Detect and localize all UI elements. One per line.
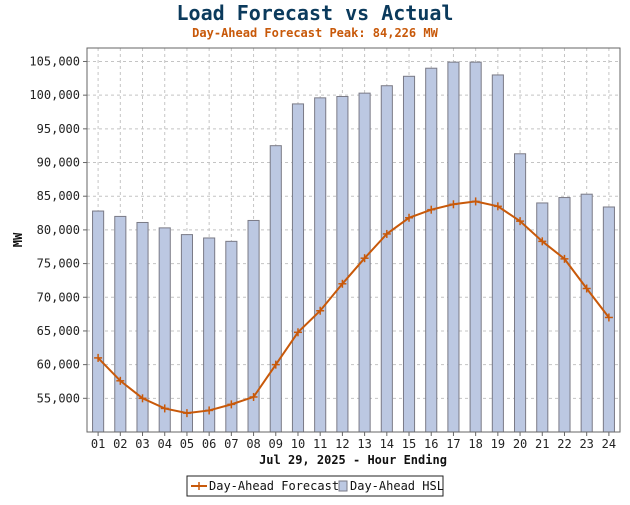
forecast-point bbox=[538, 237, 547, 246]
forecast-point bbox=[604, 313, 613, 322]
y-tick-label: 60,000 bbox=[37, 358, 80, 372]
x-tick-label: 17 bbox=[446, 437, 460, 451]
x-tick-label: 16 bbox=[424, 437, 438, 451]
x-tick-label: 14 bbox=[380, 437, 394, 451]
hsl-bar bbox=[269, 145, 282, 433]
forecast-point bbox=[516, 217, 525, 226]
y-tick-label: 70,000 bbox=[37, 290, 80, 304]
y-tick-label: 85,000 bbox=[37, 189, 80, 203]
hsl-bar bbox=[491, 74, 504, 433]
x-tick-label: 18 bbox=[468, 437, 482, 451]
y-tick-label: 55,000 bbox=[37, 391, 80, 405]
hsl-bar bbox=[380, 85, 393, 433]
x-tick-label: 10 bbox=[291, 437, 305, 451]
plot-area: 55,000 60,000 65,000 70,000 75,000 80,000 85,0… bbox=[29, 47, 621, 451]
hsl-bar bbox=[425, 67, 438, 433]
hsl-bar bbox=[514, 153, 527, 433]
forecast-point bbox=[293, 328, 302, 337]
legend-hsl-swatch bbox=[338, 480, 348, 492]
x-tick-label: 24 bbox=[602, 437, 616, 451]
hsl-bar bbox=[402, 75, 416, 433]
y-tick-label: 90,000 bbox=[37, 156, 80, 170]
hsl-bar bbox=[580, 193, 593, 433]
hsl-bar bbox=[558, 197, 571, 433]
y-tick-label: 75,000 bbox=[37, 257, 80, 271]
forecast-point bbox=[205, 406, 214, 415]
forecast-point bbox=[582, 284, 591, 293]
y-tick-label: 100,000 bbox=[29, 88, 80, 102]
x-tick-label: 12 bbox=[335, 437, 349, 451]
forecast-point bbox=[271, 360, 280, 369]
chart-subtitle: Day-Ahead Forecast Peak: 84,226 MW bbox=[192, 26, 438, 40]
forecast-point bbox=[160, 404, 169, 413]
x-tick-label: 04 bbox=[158, 437, 172, 451]
forecast-line bbox=[97, 200, 610, 415]
x-tick-label: 11 bbox=[313, 437, 327, 451]
forecast-point bbox=[560, 254, 569, 263]
forecast-point bbox=[249, 392, 258, 401]
plot-frame bbox=[86, 47, 621, 433]
forecast-point bbox=[427, 205, 436, 214]
hsl-bar bbox=[203, 237, 216, 433]
hsl-bar bbox=[158, 227, 171, 433]
y-tick-label: 105,000 bbox=[29, 54, 80, 68]
hsl-bar bbox=[92, 210, 105, 433]
forecast-point bbox=[360, 254, 369, 263]
forecast-point bbox=[493, 202, 502, 211]
hsl-bar bbox=[291, 103, 305, 433]
legend-hsl-label: Day-Ahead HSL bbox=[350, 479, 444, 493]
forecast-point bbox=[449, 200, 458, 209]
hsl-bar bbox=[447, 61, 460, 433]
chart-title: Load Forecast vs Actual bbox=[177, 1, 454, 25]
legend-forecast-label: Day-Ahead Forecast bbox=[209, 479, 339, 493]
x-tick-label: 02 bbox=[113, 437, 127, 451]
legend: Day-Ahead Forecast Day-Ahead HSL bbox=[186, 475, 444, 497]
forecast-point bbox=[471, 197, 480, 206]
legend-box bbox=[186, 475, 444, 497]
x-tick-label: 06 bbox=[202, 437, 216, 451]
x-tick-label: 21 bbox=[535, 437, 549, 451]
hsl-bar bbox=[469, 61, 482, 433]
hsl-bar bbox=[314, 97, 327, 433]
x-axis-label: Jul 29, 2025 - Hour Ending bbox=[259, 453, 447, 467]
x-tick-label: 03 bbox=[135, 437, 149, 451]
x-tick-label: 05 bbox=[180, 437, 194, 451]
hsl-bar bbox=[336, 96, 349, 433]
x-tick-label: 23 bbox=[579, 437, 593, 451]
forecast-point bbox=[382, 229, 391, 238]
y-tick-label: 95,000 bbox=[37, 122, 80, 136]
forecast-point bbox=[182, 409, 191, 418]
x-tick-label: 08 bbox=[246, 437, 260, 451]
forecast-point bbox=[316, 306, 325, 315]
x-tick-label: 20 bbox=[513, 437, 527, 451]
x-tick-label: 09 bbox=[269, 437, 283, 451]
forecast-point bbox=[338, 279, 347, 288]
x-tick-label: 15 bbox=[402, 437, 416, 451]
hsl-bar bbox=[180, 234, 193, 433]
forecast-point bbox=[116, 376, 125, 385]
plot-background bbox=[87, 48, 620, 432]
x-tick-label: 07 bbox=[224, 437, 238, 451]
x-tick-label: 13 bbox=[357, 437, 371, 451]
forecast-point bbox=[405, 213, 414, 222]
forecast-point bbox=[94, 353, 103, 362]
x-tick-label: 01 bbox=[91, 437, 105, 451]
y-axis-label: MW bbox=[11, 232, 25, 247]
forecast-point bbox=[138, 394, 147, 403]
hsl-bar bbox=[114, 215, 127, 433]
x-tick-label: 22 bbox=[557, 437, 571, 451]
y-tick-label: 65,000 bbox=[37, 324, 80, 338]
forecast-point bbox=[227, 400, 236, 409]
y-tick-label: 80,000 bbox=[37, 223, 80, 237]
x-tick-label: 19 bbox=[491, 437, 505, 451]
